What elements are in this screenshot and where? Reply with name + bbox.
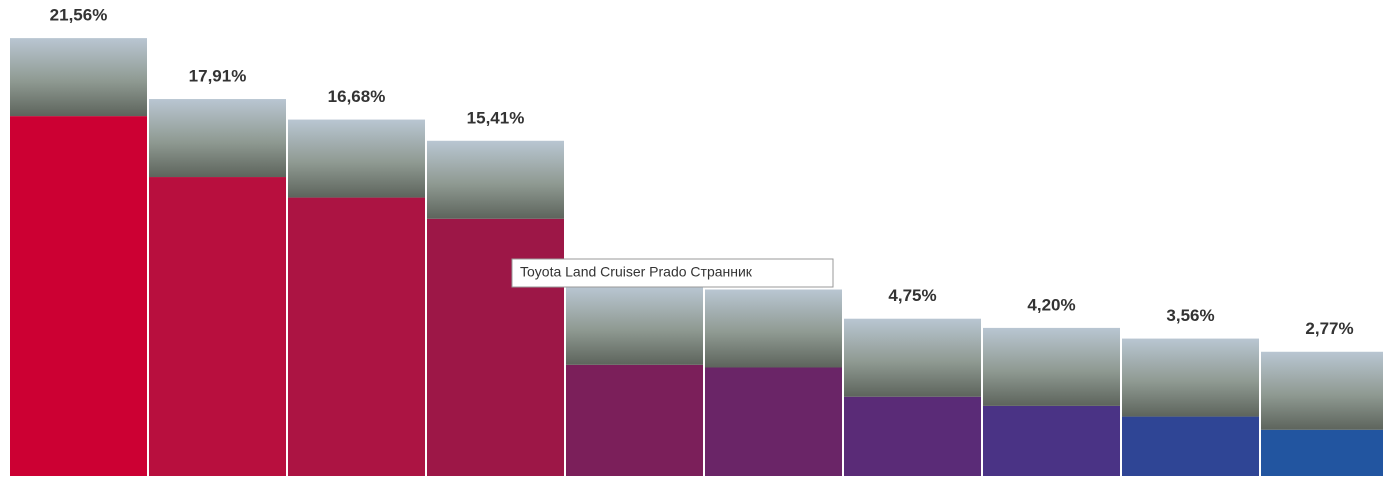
bar-photo[interactable] [983, 327, 1120, 406]
bar-photo[interactable] [705, 289, 842, 368]
bar[interactable] [705, 367, 842, 477]
value-label: 21,56% [50, 6, 108, 25]
bar[interactable] [288, 197, 425, 476]
bar[interactable] [566, 364, 703, 476]
bar[interactable] [149, 177, 286, 476]
bar-photo[interactable] [566, 286, 703, 365]
bar-photo[interactable] [1261, 351, 1383, 430]
value-label: 4,75% [888, 286, 936, 305]
bar-photo[interactable] [1122, 338, 1259, 417]
tooltip: Toyota Land Cruiser Prado Странник [511, 258, 834, 288]
bar[interactable] [1261, 429, 1383, 476]
bar-photo[interactable] [427, 140, 564, 219]
bar-photo[interactable] [844, 318, 981, 397]
bar[interactable] [10, 116, 147, 477]
bar-photo[interactable] [288, 119, 425, 198]
tooltip-text: Toyota Land Cruiser Prado Странник [520, 264, 753, 280]
bar[interactable] [844, 396, 981, 476]
value-label: 4,20% [1027, 295, 1075, 314]
value-label: 15,41% [467, 108, 525, 127]
value-label: 17,91% [189, 67, 247, 86]
bar-photo[interactable] [149, 99, 286, 178]
value-label: 16,68% [328, 87, 386, 106]
bar[interactable] [1122, 416, 1259, 476]
value-label: 2,77% [1305, 319, 1353, 338]
bar-photo[interactable] [10, 38, 147, 117]
value-label: 3,56% [1166, 306, 1214, 325]
bar[interactable] [983, 405, 1120, 476]
tooltip-box [511, 258, 834, 288]
bar[interactable] [427, 218, 564, 476]
